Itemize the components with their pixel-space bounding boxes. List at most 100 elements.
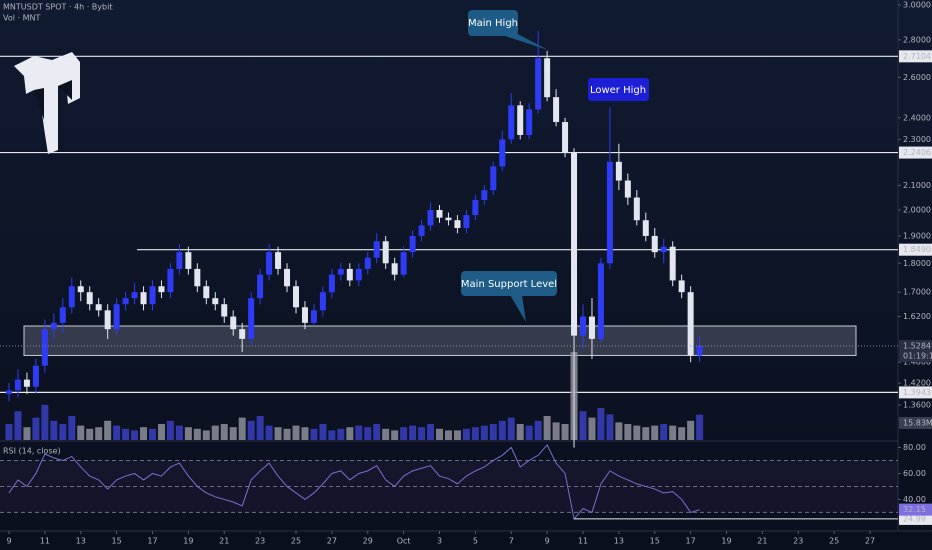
candle-body [77, 286, 84, 293]
rsi-min-box [899, 512, 932, 525]
candle-body [633, 197, 640, 221]
volume-bar [238, 417, 246, 440]
candle-body [588, 316, 595, 339]
volume-bar [552, 422, 560, 440]
volume-bar [157, 424, 165, 440]
rsi-last-label: 32.15 [903, 505, 926, 514]
x-tick-label: 13 [76, 537, 86, 546]
candle-body [499, 139, 506, 167]
candle-body [373, 241, 380, 258]
callout-text: Lower High [590, 85, 646, 96]
volume-bar [220, 424, 228, 440]
candle-body [68, 286, 75, 308]
candle-body [615, 161, 622, 181]
candle-body [544, 58, 551, 98]
x-tick-label: 9 [545, 537, 550, 546]
volume-bar [642, 427, 650, 440]
x-tick-label: 17 [147, 537, 157, 546]
volume-bar [696, 414, 704, 440]
candle-body [14, 379, 21, 391]
volume-bar [606, 414, 614, 440]
x-tick-label: 21 [757, 537, 767, 546]
volume-bar [588, 417, 596, 440]
volume-bar [453, 430, 461, 440]
rsi-tick-label: 40.00 [903, 495, 926, 504]
volume-bar [301, 427, 309, 440]
x-tick-label: 23 [255, 537, 265, 546]
candle-body [6, 390, 12, 394]
volume-bar [597, 408, 605, 440]
y-tick-label: 1.9000 [903, 231, 931, 240]
volume-bar [615, 422, 623, 440]
x-tick-label: 7 [509, 537, 514, 546]
volume-bar [489, 424, 497, 440]
callout-box [468, 10, 518, 36]
volume-bar [140, 427, 148, 440]
x-tick-label: 3 [437, 537, 442, 546]
candle-body [526, 109, 533, 135]
callout-box [588, 78, 649, 101]
x-tick-label: 17 [686, 537, 696, 546]
volume-bar [202, 430, 210, 440]
candle-body [391, 263, 398, 275]
volume-bar [131, 430, 139, 440]
volume-bar [355, 425, 363, 440]
volume-bar [462, 428, 470, 440]
volume-bar [292, 425, 300, 440]
candle-body [41, 329, 48, 366]
x-tick-label: 9 [6, 537, 11, 546]
candle-body [382, 241, 389, 264]
x-tick-label: 11 [40, 537, 50, 546]
volume-bar [651, 425, 659, 440]
volume-bar [579, 411, 587, 440]
callout-main-high: Main High [468, 10, 548, 50]
y-tick-label: 1.3600 [903, 401, 931, 410]
volume-bar [498, 420, 506, 440]
x-tick-label: 25 [829, 537, 839, 546]
candle-body [606, 161, 613, 264]
candle-body [194, 268, 201, 287]
volume-bar [471, 427, 479, 440]
candle-body [248, 298, 255, 339]
volume-bar [274, 427, 282, 440]
volume-bar [561, 424, 569, 440]
volume-title: Vol · MNT [3, 14, 40, 23]
volume-bar [193, 428, 201, 440]
candle-body [167, 268, 174, 293]
volume-bar [337, 428, 345, 440]
candle-body [32, 365, 39, 387]
level-label-box [899, 386, 932, 399]
candle-body [158, 286, 165, 293]
y-tick-label: 2.6000 [903, 73, 931, 82]
candle-body [310, 310, 317, 323]
logo-cutout [34, 80, 72, 120]
volume-bar [310, 428, 318, 440]
x-tick-label: 27 [327, 537, 337, 546]
volume-bar [543, 416, 551, 440]
x-tick-label: 21 [219, 537, 229, 546]
candle-body [454, 220, 461, 229]
candle-body [364, 257, 371, 269]
chart-title: MNTUSDT SPOT · 4h · Bybit [3, 3, 112, 12]
volume-bar [59, 424, 67, 440]
callout-text: Main High [468, 18, 518, 29]
volume-bar [166, 420, 174, 440]
candle-body [418, 225, 425, 236]
level-label-box [899, 50, 932, 63]
volume-bar [229, 427, 237, 440]
volume-bar [418, 427, 426, 440]
candle-body [239, 329, 246, 339]
x-tick-label: Oct [397, 537, 411, 546]
volume-bar [104, 420, 112, 440]
y-tick-label: 1.4800 [903, 358, 931, 367]
x-tick-label: 15 [112, 537, 122, 546]
volume-bar [14, 411, 22, 440]
level-label: 1.3943 [903, 388, 931, 397]
volume-bar [373, 424, 381, 440]
last-price-label: 1.5284 [903, 341, 931, 350]
candle-body [95, 304, 102, 311]
x-tick-label: 27 [865, 537, 875, 546]
candle-body [122, 298, 129, 305]
